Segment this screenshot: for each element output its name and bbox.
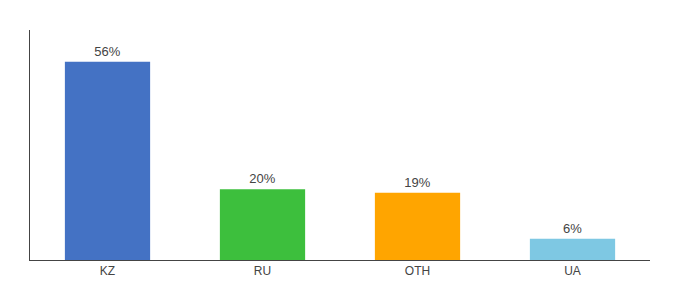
svg-text:19%: 19%: [404, 175, 430, 190]
svg-text:OTH: OTH: [405, 264, 430, 278]
svg-text:RU: RU: [254, 264, 271, 278]
svg-text:UA: UA: [564, 264, 581, 278]
svg-text:56%: 56%: [94, 44, 120, 59]
svg-text:6%: 6%: [563, 221, 582, 236]
svg-text:KZ: KZ: [100, 264, 115, 278]
svg-text:20%: 20%: [249, 171, 275, 186]
